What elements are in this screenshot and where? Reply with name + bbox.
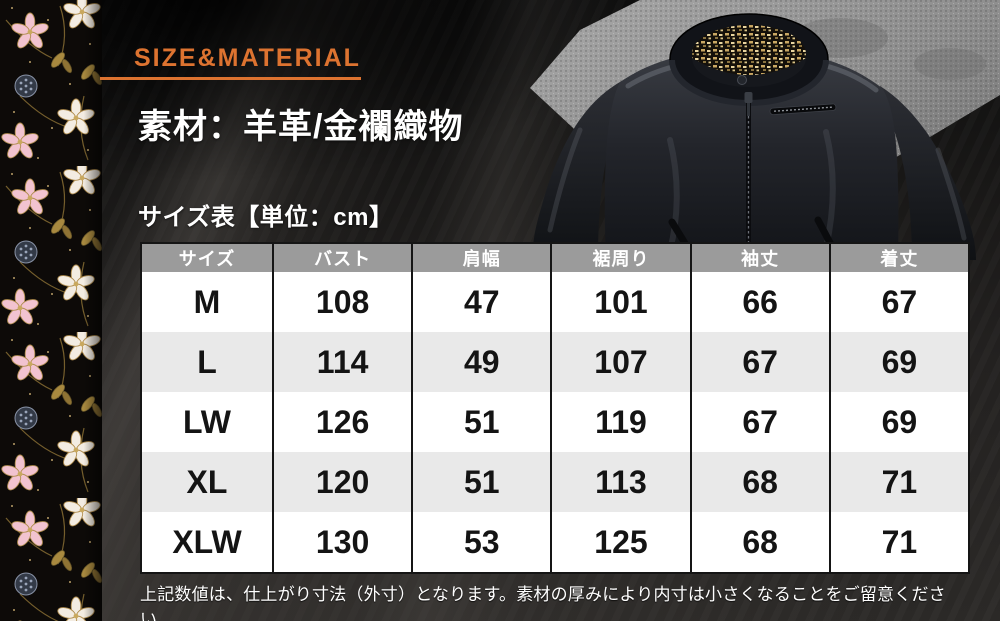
measurement-cell: 101 <box>550 272 692 332</box>
measurement-cell: 107 <box>550 332 692 392</box>
size-cell: XL <box>140 452 274 512</box>
collar-snap-button <box>737 75 747 85</box>
measurement-cell: 67 <box>828 272 971 332</box>
size-table-title: サイズ表【単位：cm】 <box>138 204 394 231</box>
material-heading: 素材：羊革/金襴織物 <box>138 108 464 146</box>
column-header: 裾周り <box>550 243 692 272</box>
measurement-cell: 126 <box>271 392 414 452</box>
measurement-cell: 113 <box>550 452 692 512</box>
size-cell: XLW <box>140 512 274 573</box>
chest-pocket-zipper <box>769 103 837 115</box>
size-table: サイズ バスト 肩幅 裾周り 袖丈 着丈 M 108 47 101 66 67 L 114 49 107 67… <box>140 242 971 574</box>
section-label: SIZE&MATERIAL <box>134 44 361 72</box>
column-header: サイズ <box>140 243 274 272</box>
measurement-cell: 108 <box>271 272 414 332</box>
measurement-cell: 120 <box>271 452 414 512</box>
zipper <box>744 92 753 260</box>
measurement-cell: 69 <box>828 392 971 452</box>
size-row: M 108 47 101 66 67 <box>140 272 971 332</box>
collar <box>669 13 829 106</box>
size-table-header-row: サイズ バスト 肩幅 裾周り 袖丈 着丈 <box>140 243 971 272</box>
jacket-photo-image <box>530 0 1000 262</box>
column-header: バスト <box>271 243 414 272</box>
size-cell: M <box>140 272 274 332</box>
measurement-cell: 71 <box>828 512 971 573</box>
column-header: 着丈 <box>828 243 971 272</box>
measurement-cell: 66 <box>689 272 831 332</box>
accent-underline <box>100 77 361 80</box>
column-header: 肩幅 <box>411 243 553 272</box>
measurement-cell: 47 <box>411 272 553 332</box>
size-row: XL 120 51 113 68 71 <box>140 452 971 512</box>
measurement-cell: 51 <box>411 392 553 452</box>
measurement-cell: 69 <box>828 332 971 392</box>
measurement-cell: 114 <box>271 332 414 392</box>
measurement-cell: 49 <box>411 332 553 392</box>
size-row: LW 126 51 119 67 69 <box>140 392 971 452</box>
measurement-cell: 68 <box>689 512 831 573</box>
measurement-cell: 71 <box>828 452 971 512</box>
brocade-fabric-image <box>0 0 102 621</box>
jacket-photo <box>520 0 1000 262</box>
measurement-cell: 125 <box>550 512 692 573</box>
brocade-fabric-strip <box>0 0 102 621</box>
measurement-cell: 67 <box>689 332 831 392</box>
measurement-cell: 51 <box>411 452 553 512</box>
measurement-cell: 68 <box>689 452 831 512</box>
size-row: XLW 130 53 125 68 71 <box>140 512 971 573</box>
size-row: L 114 49 107 67 69 <box>140 332 971 392</box>
size-cell: L <box>140 332 274 392</box>
column-header: 袖丈 <box>689 243 831 272</box>
measurement-cell: 119 <box>550 392 692 452</box>
measurement-cell: 130 <box>271 512 414 573</box>
measurement-cell: 67 <box>689 392 831 452</box>
size-note: 上記数値は、仕上がり寸法（外寸）となります。素材の厚みにより内寸は小さくなること… <box>140 585 946 621</box>
measurement-cell: 53 <box>411 512 553 573</box>
jacket-graphic <box>532 13 976 262</box>
size-cell: LW <box>140 392 274 452</box>
